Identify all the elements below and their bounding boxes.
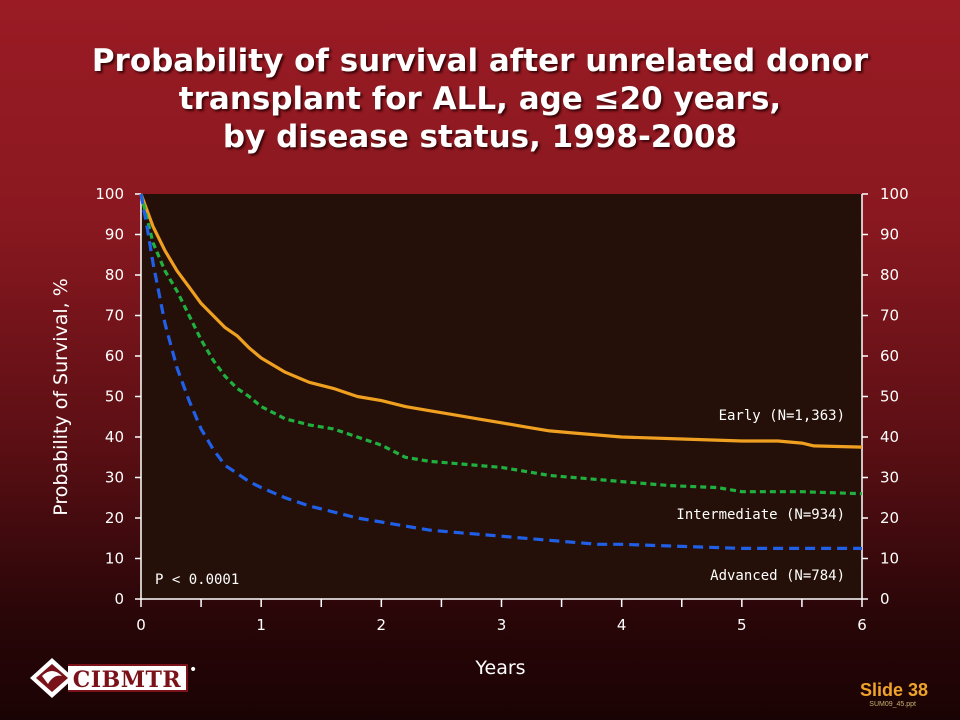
y-tick-label-right: 100 (880, 185, 909, 203)
cibmtr-logo: CIBMTR • (28, 656, 198, 700)
y-tick-label-left: 50 (105, 388, 124, 406)
y-tick-label-right: 70 (880, 307, 899, 325)
series-label-intermediate: Intermediate (N=934) (676, 507, 845, 523)
y-tick-label-left: 70 (105, 307, 124, 325)
y-tick-label-right: 40 (880, 428, 899, 446)
y-tick-label-right: 80 (880, 266, 899, 284)
plot-area (141, 194, 862, 599)
x-tick-label: 4 (617, 616, 627, 634)
series-label-early: Early (N=1,363) (719, 408, 845, 424)
title-line-3: by disease status, 1998-2008 (222, 119, 738, 155)
y-tick-label-right: 90 (880, 226, 899, 244)
y-tick-label-left: 100 (95, 185, 124, 203)
y-axis-title: Probability of Survival, % (50, 278, 72, 516)
p-value-annotation: P < 0.0001 (155, 572, 239, 588)
y-tick-label-right: 0 (880, 590, 890, 608)
series-line-intermediate (139, 193, 863, 496)
y-tick-label-left: 10 (105, 550, 124, 568)
file-reference: SUM09_45.ppt (869, 701, 916, 708)
series-line-advanced (139, 193, 862, 550)
y-tick-label-right: 30 (880, 469, 899, 487)
y-tick-label-left: 90 (105, 226, 124, 244)
x-tick-label: 2 (377, 616, 387, 634)
series-line-early (139, 193, 863, 449)
y-tick-label-right: 20 (880, 509, 899, 527)
y-tick-label-right: 10 (880, 550, 899, 568)
x-tick-label: 5 (737, 616, 747, 634)
title-line-1: Probability of survival after unrelated … (91, 43, 869, 79)
slide-title: Probability of survival after unrelated … (0, 42, 960, 156)
y-tick-label-left: 40 (105, 428, 124, 446)
y-tick-label-left: 60 (105, 347, 124, 365)
x-tick-label: 3 (497, 616, 507, 634)
logo-text: CIBMTR (68, 664, 188, 693)
y-tick-label-left: 80 (105, 266, 124, 284)
x-tick-label: 6 (857, 616, 867, 634)
x-tick-label: 0 (136, 616, 146, 634)
logo-dot-icon: • (189, 662, 198, 678)
y-tick-label-right: 50 (880, 388, 899, 406)
y-tick-label-left: 30 (105, 469, 124, 487)
y-tick-label-left: 20 (105, 509, 124, 527)
title-line-2: transplant for ALL, age ≤20 years, (178, 81, 782, 117)
series-label-advanced: Advanced (N=784) (710, 568, 845, 584)
y-tick-label-right: 60 (880, 347, 899, 365)
slide-number: Slide 38 (859, 680, 928, 700)
x-tick-label: 1 (256, 616, 266, 634)
logo-mark-icon (30, 658, 74, 698)
x-axis-title: Years (474, 657, 525, 679)
y-tick-label-left: 0 (114, 590, 124, 608)
